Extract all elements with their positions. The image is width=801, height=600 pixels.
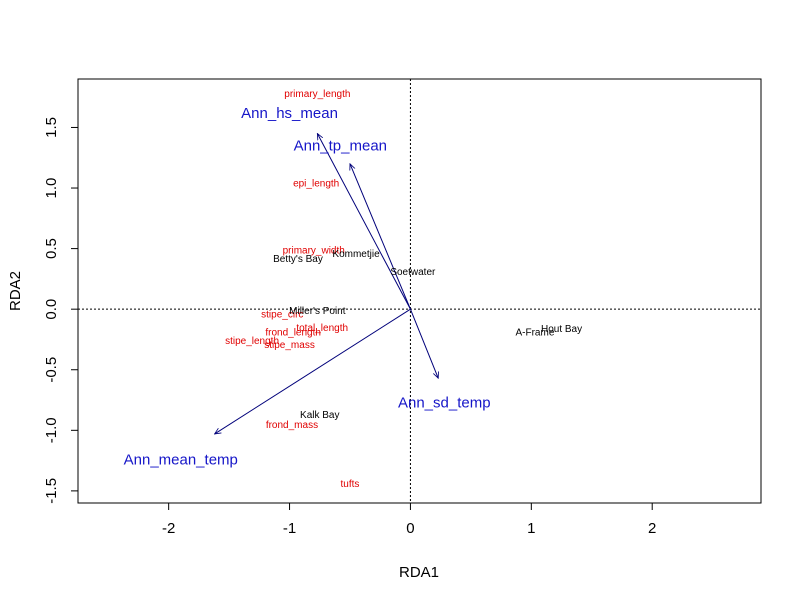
plot-frame — [77, 78, 762, 504]
environment-labels: Ann_hs_mean Ann_tp_mean Ann_sd_temp Ann_mea… — [124, 105, 491, 468]
species-label: frond_length — [265, 328, 321, 339]
y-tick-label: 0.5 — [43, 238, 60, 259]
y-tick-label: 1.5 — [43, 117, 60, 138]
site-label: A-Frame — [515, 328, 554, 339]
species-labels: primary_length epi_length primary_widthsti… — [225, 89, 359, 490]
y-tick-label: 1.0 — [43, 178, 60, 199]
env-label: Ann_mean_temp — [124, 451, 238, 468]
site-label: Hout Bay — [541, 324, 582, 335]
species-label: total_length — [296, 323, 348, 334]
env-label: Ann_sd_temp — [398, 394, 491, 411]
site-label: Kommetjie — [332, 249, 380, 260]
x-axis: -2 -1 0 1 2 — [162, 502, 656, 537]
species-label: stipe_circ — [261, 310, 303, 321]
y-tick-label: -1.5 — [43, 478, 60, 504]
x-tick-label: 1 — [527, 520, 535, 537]
env-arrow — [409, 308, 438, 378]
x-tick-label: -1 — [283, 520, 296, 537]
species-label: tufts — [341, 479, 360, 490]
species-label: stipe_length — [225, 336, 279, 347]
y-tick-label: 0.0 — [43, 299, 60, 320]
site-label: Miller's Point — [289, 306, 346, 317]
x-tick-label: -2 — [162, 520, 175, 537]
y-tick-label: -0.5 — [43, 357, 60, 383]
env-arrow — [317, 134, 411, 310]
y-tick-label: -1.0 — [43, 417, 60, 443]
site-labels: Betty's Bay Kommetjie Soetwater Miller's Po… — [273, 249, 582, 421]
x-axis-title: RDA1 — [399, 564, 439, 581]
species-label: epi_length — [293, 179, 339, 190]
species-label: primary_length — [284, 89, 350, 100]
env-label: Ann_hs_mean — [241, 105, 338, 122]
site-label: Betty's Bay — [273, 254, 323, 265]
x-tick-label: 2 — [648, 520, 656, 537]
env-label: Ann_tp_mean — [294, 138, 387, 155]
env-arrow — [215, 308, 411, 434]
species-label: primary_width — [283, 245, 345, 256]
env-arrow — [350, 164, 411, 310]
species-label: frond_mass — [266, 420, 318, 431]
y-axis: -1.5 -1.0 -0.5 0.0 0.5 1.0 1.5 — [43, 117, 79, 504]
species-label: stipe_mass — [264, 340, 315, 351]
site-label: Soetwater — [390, 267, 436, 278]
y-axis-title: RDA2 — [7, 271, 24, 311]
reference-lines — [78, 79, 761, 503]
x-tick-label: 0 — [406, 520, 414, 537]
site-label: Kalk Bay — [300, 410, 339, 421]
environment-arrows — [215, 134, 439, 434]
